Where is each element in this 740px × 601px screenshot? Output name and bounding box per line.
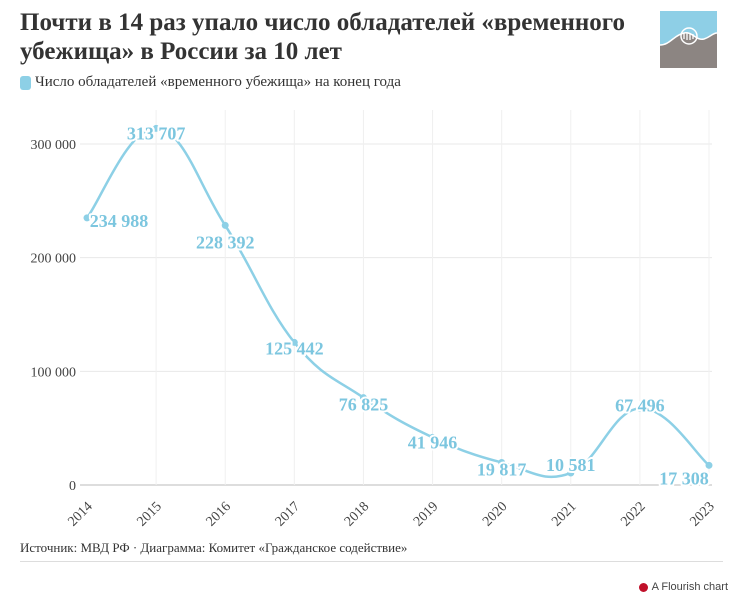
chart-title: Почти в 14 раз упало число обладателей «… <box>20 9 626 65</box>
legend-swatch <box>20 75 31 90</box>
data-point <box>359 394 367 402</box>
x-tick-label: 2017 <box>273 499 303 529</box>
data-point <box>290 338 298 346</box>
x-tick-label: 2016 <box>204 499 234 529</box>
legend: Число обладателей «временного убежища» н… <box>20 74 401 91</box>
data-label: 17 308 <box>659 468 709 488</box>
x-tick-label: 2015 <box>135 499 165 529</box>
flourish-credit[interactable]: A Flourish chart <box>638 581 728 593</box>
y-tick-label: 300 000 <box>31 138 77 153</box>
divider <box>20 561 723 562</box>
flourish-label[interactable]: A Flourish chart <box>651 581 728 593</box>
data-point <box>221 221 229 229</box>
data-label: 41 946 <box>408 432 458 452</box>
logo-icon <box>660 11 717 68</box>
legend-label: Число обладателей «временного убежища» н… <box>35 74 401 90</box>
data-label: 10 581 <box>546 455 596 475</box>
source-note: Источник: МВД РФ · Диаграмма: Комитет «Г… <box>20 540 408 555</box>
x-tick-label: 2014 <box>65 499 95 529</box>
data-point <box>567 469 575 477</box>
x-tick-label: 2021 <box>549 499 579 529</box>
x-tick-label: 2019 <box>411 499 441 529</box>
data-label: 125 442 <box>265 338 324 358</box>
data-label: 228 392 <box>196 232 255 252</box>
x-tick-label: 2018 <box>342 499 372 529</box>
x-tick-label: 2023 <box>687 499 717 529</box>
series-line <box>86 127 710 479</box>
y-tick-label: 200 000 <box>31 252 77 267</box>
flourish-logo-icon <box>638 582 648 592</box>
y-tick-label: 0 <box>69 479 76 494</box>
data-point <box>429 433 437 441</box>
data-point <box>498 458 506 466</box>
data-label: 313 707 <box>127 123 186 143</box>
data-label: 76 825 <box>339 395 389 415</box>
line-chart: 0 100 000 200 000 300 000 2014 2015 2016 2017 20… <box>31 110 718 530</box>
data-point <box>152 124 160 132</box>
data-label: 234 988 <box>90 211 149 231</box>
data-point <box>705 461 713 469</box>
y-tick-label: 100 000 <box>31 365 77 380</box>
data-point <box>636 404 644 412</box>
data-label: 67 496 <box>615 395 665 415</box>
data-label: 19 817 <box>477 459 527 479</box>
x-tick-label: 2022 <box>618 499 648 529</box>
x-tick-label: 2020 <box>480 499 510 529</box>
data-point <box>83 214 91 222</box>
